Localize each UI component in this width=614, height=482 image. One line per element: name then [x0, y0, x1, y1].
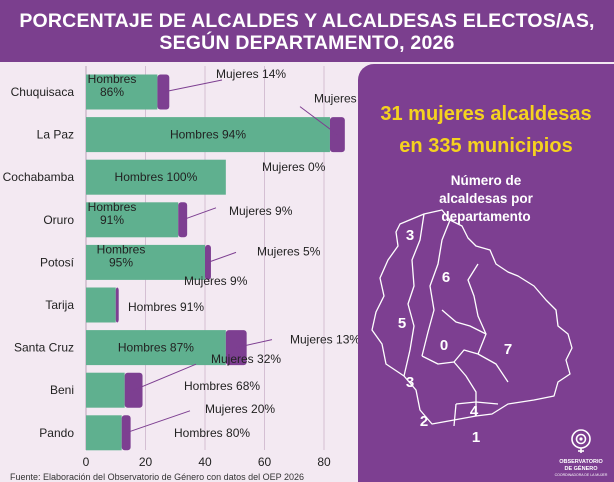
map-border [421, 219, 451, 357]
x-tick-label: 80 [317, 455, 331, 469]
map-title: Número de alcaldesas por departamento [358, 172, 614, 226]
hombres-label: Hombres 95% [97, 242, 146, 269]
hombres-label: Hombres 68% [184, 379, 260, 393]
bolivia-map: 3 6 5 0 7 3 2 4 1 [371, 209, 573, 446]
category-label: Santa Cruz [14, 341, 74, 355]
map-border [403, 349, 411, 377]
map-border [467, 263, 487, 355]
bar-mujeres [115, 287, 119, 323]
map-title-line3: departamento [441, 209, 531, 224]
bar-hombres [86, 159, 226, 195]
hombres-label: Hombres 91% [88, 200, 137, 227]
headline-line1: 31 mujeres alcaldesas [380, 103, 592, 125]
hombres-label: Hombres 87% [118, 341, 194, 355]
x-tick-label: 40 [198, 455, 212, 469]
map-number-santa-cruz: 7 [504, 341, 512, 358]
map-border [455, 401, 499, 405]
map-title-line2: alcaldesas por [439, 191, 533, 206]
bar-hombres [86, 74, 158, 110]
mujeres-label: Mujeres 13% [290, 333, 358, 347]
bar-hombres [86, 244, 205, 280]
bar-mujeres [157, 74, 170, 110]
map-title-line1: Número de [450, 173, 522, 188]
category-label: Oruro [43, 213, 74, 227]
map-number-cochabamba: 0 [440, 337, 448, 354]
mujeres-leader-line [133, 363, 197, 391]
bar-chart: 0 20 40 60 80 Chuquisaca Hombres 86% Mujeres 14%… [3, 66, 358, 469]
headline: 31 mujeres alcaldesas en 335 municipios [358, 98, 614, 162]
chart-title-line2: SEGÚN DEPARTAMENTO, 2026 [159, 32, 455, 54]
bar-hombres [86, 202, 179, 238]
logo-text-line2: DE GÉNERO [564, 466, 598, 472]
mujeres-leader-line [299, 106, 338, 136]
bar-mujeres [329, 117, 345, 153]
map-number-chuquisaca: 4 [470, 403, 479, 420]
category-label: La Paz [37, 128, 74, 142]
map-number-potosi: 2 [420, 413, 428, 430]
map-number-tarija: 1 [472, 429, 480, 446]
mujeres-leader-line [236, 339, 273, 349]
category-label: Cochabamba [3, 170, 75, 184]
mujeres-label: Mujeres 0% [262, 160, 326, 174]
map-outline [371, 209, 573, 425]
map-border [441, 309, 487, 335]
mujeres-label: Mujeres 32% [211, 352, 281, 366]
mujeres-label: Mujeres 9% [229, 204, 293, 218]
x-tick-label: 0 [83, 455, 90, 469]
logo-text-line1: OBSERVATORIO [559, 459, 603, 465]
hombres-label: Hombres 91% [128, 300, 204, 314]
chart-title-line1: PORCENTAJE DE ALCALDES Y ALCALDESAS ELEC… [19, 10, 595, 32]
mujeres-leader-line [163, 79, 223, 93]
map-border [453, 349, 509, 383]
bar-hombres [86, 415, 122, 451]
mujeres-label: Mujeres 14% [216, 67, 286, 81]
hombres-label: Hombres 100% [115, 170, 198, 184]
category-label: Beni [50, 383, 74, 397]
source-note: Fuente: Elaboración del Observatorio de … [10, 472, 305, 482]
mujeres-leader-line [125, 410, 191, 434]
hombres-label: Hombres 94% [170, 128, 246, 142]
category-label: Chuquisaca [11, 85, 75, 99]
mujeres-leader-line [182, 207, 217, 221]
mujeres-leader-line [207, 251, 237, 263]
mujeres-label: Mujeres 6% [314, 92, 358, 106]
chart-title: PORCENTAJE DE ALCALDES Y ALCALDESAS ELEC… [0, 0, 614, 62]
map-number-la-paz: 5 [398, 315, 406, 332]
map-border [453, 403, 457, 427]
hombres-label: Hombres 86% [88, 72, 137, 99]
headline-line2: en 335 municipios [399, 135, 573, 157]
summary-panel: 31 mujeres alcaldesas en 335 municipios … [358, 64, 614, 482]
map-number-beni: 6 [442, 269, 450, 286]
bar-hombres [86, 117, 330, 153]
bar-mujeres [225, 330, 247, 366]
mujeres-label: Mujeres 9% [184, 274, 248, 288]
observatorio-logo: OBSERVATORIO DE GÉNERO COORDINADORA DE L… [554, 428, 608, 478]
category-label: Tarija [45, 298, 74, 312]
map-number-pando: 3 [406, 227, 414, 244]
bar-hombres [86, 330, 226, 366]
eye-logo-icon [571, 429, 591, 453]
x-tick-label: 60 [258, 455, 272, 469]
hombres-label: Hombres 80% [174, 426, 250, 440]
x-tick-label: 20 [139, 455, 153, 469]
mujeres-label: Mujeres 5% [257, 244, 321, 258]
logo-text-line3: COORDINADORA DE LA MUJER [554, 473, 608, 477]
mujeres-label: Mujeres 20% [205, 402, 275, 416]
map-border [407, 213, 425, 351]
bar-hombres [86, 372, 125, 408]
bar-hombres [86, 287, 116, 323]
category-label: Potosí [40, 255, 75, 269]
category-label: Pando [39, 426, 74, 440]
map-border [421, 355, 477, 416]
map-number-oruro: 3 [406, 374, 414, 391]
